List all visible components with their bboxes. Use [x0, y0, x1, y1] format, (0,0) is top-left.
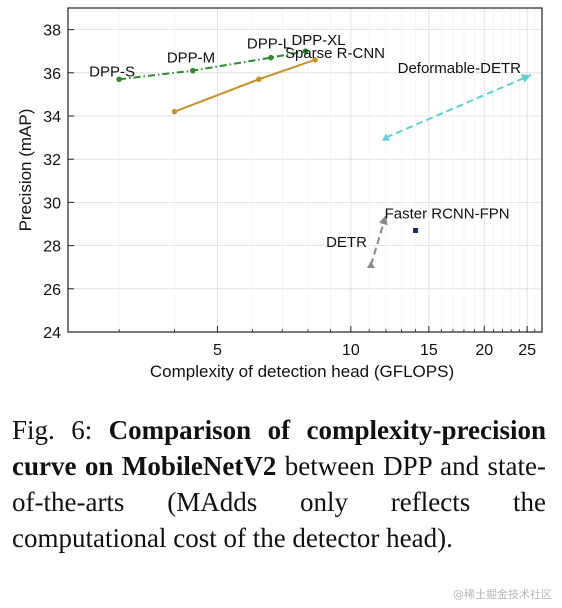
data-point-deformable-detr [520, 74, 531, 83]
chart-figure: 5 10 15 20 25 24 26 28 30 32 34 36 38 DPP-S DPP-M DPP-… [16, 7, 543, 381]
x-tick-label: 5 [213, 342, 222, 359]
data-point-dpp [116, 76, 122, 83]
data-point-dpp [268, 54, 274, 61]
series-deformable-detr [381, 74, 532, 141]
caption-title: Comparison of complexity-precision curve… [12, 415, 546, 481]
data-point-sparse-r-cnn [312, 57, 318, 63]
series-label-deformable-detr: Deformable-DETR [398, 60, 522, 77]
y-tick-label: 32 [43, 152, 61, 169]
data-point-deformable-detr [381, 133, 390, 141]
point-label: DPP-S [89, 63, 135, 80]
series-line-dpp [119, 50, 306, 81]
series-line-deformable-detr [385, 74, 532, 139]
caption-prefix: Fig. 6: [12, 415, 109, 445]
y-tick-label: 26 [43, 282, 61, 299]
series-label-sparse-rcnn: Sparse R-CNN [285, 45, 385, 62]
axes: 5 10 15 20 25 24 26 28 30 32 34 36 38 [43, 23, 536, 359]
y-tick-label: 30 [43, 195, 61, 212]
data-point-dpp [302, 48, 309, 54]
caption-body: between DPP and state-of-the-arts (MAdds… [12, 451, 547, 553]
point-label: DPP-M [167, 50, 215, 67]
y-tick-label: 36 [43, 66, 61, 83]
grid-lines [68, 8, 542, 333]
data-point-sparse-r-cnn [171, 108, 178, 115]
series-detr [366, 215, 388, 269]
x-tick-label: 15 [420, 342, 438, 359]
x-axis-title: Complexity of detection head (GFLOPS) [150, 362, 454, 381]
data-point-dpp [190, 67, 196, 74]
series-line-detr [369, 215, 387, 266]
point-label: DPP-L [247, 36, 291, 53]
x-tick-label: 10 [342, 342, 360, 359]
plot-background [68, 8, 542, 332]
y-tick-label: 34 [43, 109, 61, 126]
series-faster-rcnn-fpn [413, 227, 419, 233]
data-point-sparse-r-cnn [256, 76, 262, 83]
x-tick-label: 20 [475, 342, 493, 359]
y-tick-label: 28 [43, 239, 61, 256]
series-label-faster-rcnn-fpn: Faster RCNN-FPN [385, 205, 510, 222]
data-point-detr [366, 261, 375, 269]
y-tick-label: 24 [43, 325, 61, 342]
data-point-detr [379, 215, 388, 226]
y-tick-label: 38 [43, 23, 61, 40]
watermark: @稀土掘金技术社区 [453, 588, 552, 601]
data-point-faster-rcnn-fpn [413, 227, 419, 233]
x-tick-label: 25 [518, 342, 536, 359]
series-dpp [116, 48, 309, 83]
point-label: DPP-XL [291, 32, 345, 49]
series-sparse-r-cnn [171, 57, 318, 115]
figure-caption: Fig. 6: Comparison of complexity-precisi… [12, 412, 546, 556]
series-layer [116, 48, 532, 269]
plot-frame [67, 7, 543, 333]
y-axis-title: Precision (mAP) [16, 109, 35, 232]
series-label-detr: DETR [326, 234, 367, 251]
